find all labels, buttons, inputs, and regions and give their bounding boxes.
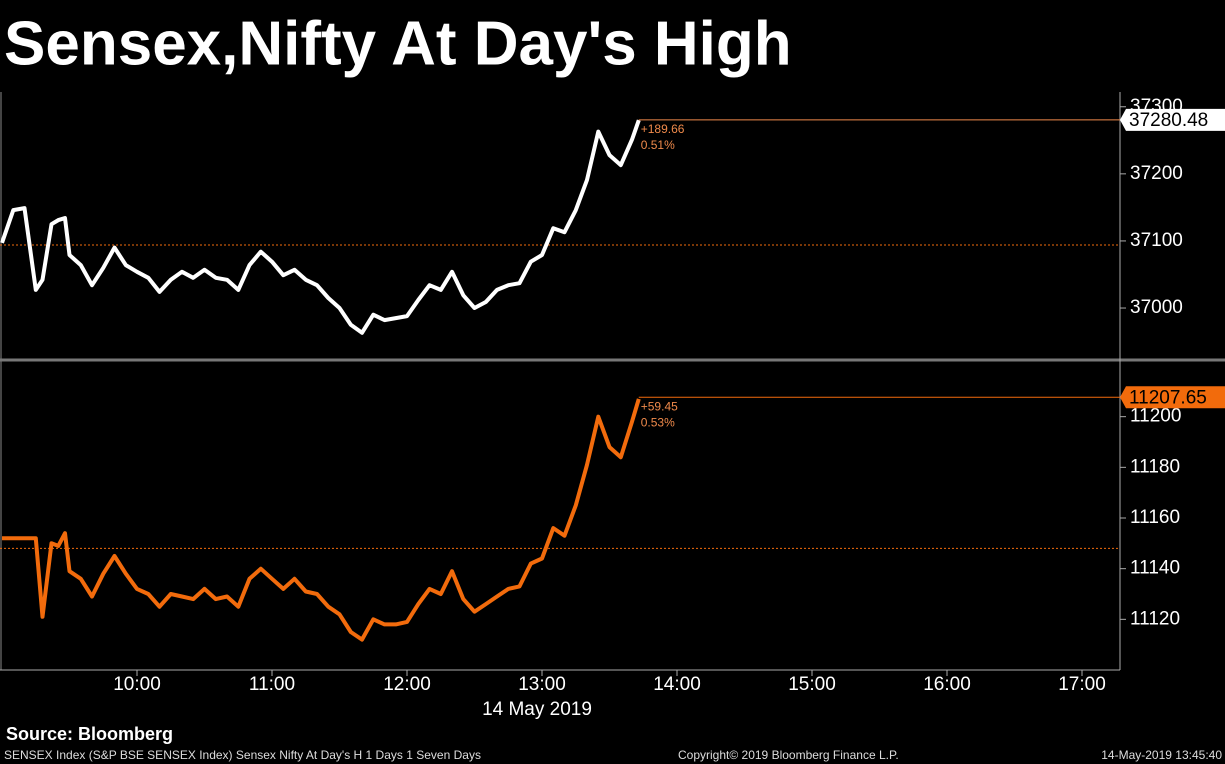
y-tick-label: 37200 [1130, 163, 1183, 184]
y-tick-label: 11180 [1130, 456, 1180, 477]
x-tick-label: 17:00 [1058, 674, 1106, 695]
x-tick-label: 16:00 [923, 674, 971, 695]
x-tick-label: 11:00 [249, 674, 295, 695]
x-axis-label: 14 May 2019 [482, 699, 592, 720]
series-line [2, 398, 641, 642]
last-value-box [1120, 386, 1225, 409]
change-label: +59.45 [641, 399, 678, 413]
x-tick-label: 10:00 [113, 674, 161, 695]
y-tick-label: 11160 [1130, 507, 1180, 528]
y-tick-label: 11200 [1130, 406, 1181, 427]
x-tick-label: 14:00 [653, 674, 701, 695]
source: Source: Bloomberg [6, 724, 173, 744]
x-tick-label: 12:00 [383, 674, 431, 695]
x-tick-label: 13:00 [518, 674, 566, 695]
series-line [0, 119, 641, 335]
footer-center: Copyright© 2019 Bloomberg Finance L.P. [678, 748, 899, 762]
footer-left: SENSEX Index (S&P BSE SENSEX Index) Sens… [4, 748, 481, 762]
y-tick-label: 11140 [1130, 558, 1180, 579]
y-tick-label: 37000 [1130, 297, 1183, 318]
change-pct-label: 0.53% [641, 415, 675, 429]
x-tick-label: 15:00 [788, 674, 836, 695]
change-pct-label: 0.51% [641, 138, 675, 152]
y-tick-label: 37100 [1130, 230, 1183, 251]
last-value-label: 11207.65 [1129, 387, 1207, 408]
y-tick-label: 11120 [1130, 608, 1180, 629]
footer-right: 14-May-2019 13:45:40 [1101, 748, 1222, 762]
chart-title: Sensex,Nifty At Day's High [4, 9, 792, 78]
change-label: +189.66 [641, 122, 685, 136]
last-value-box [1120, 108, 1225, 131]
last-value-label: 37280.48 [1129, 110, 1208, 131]
